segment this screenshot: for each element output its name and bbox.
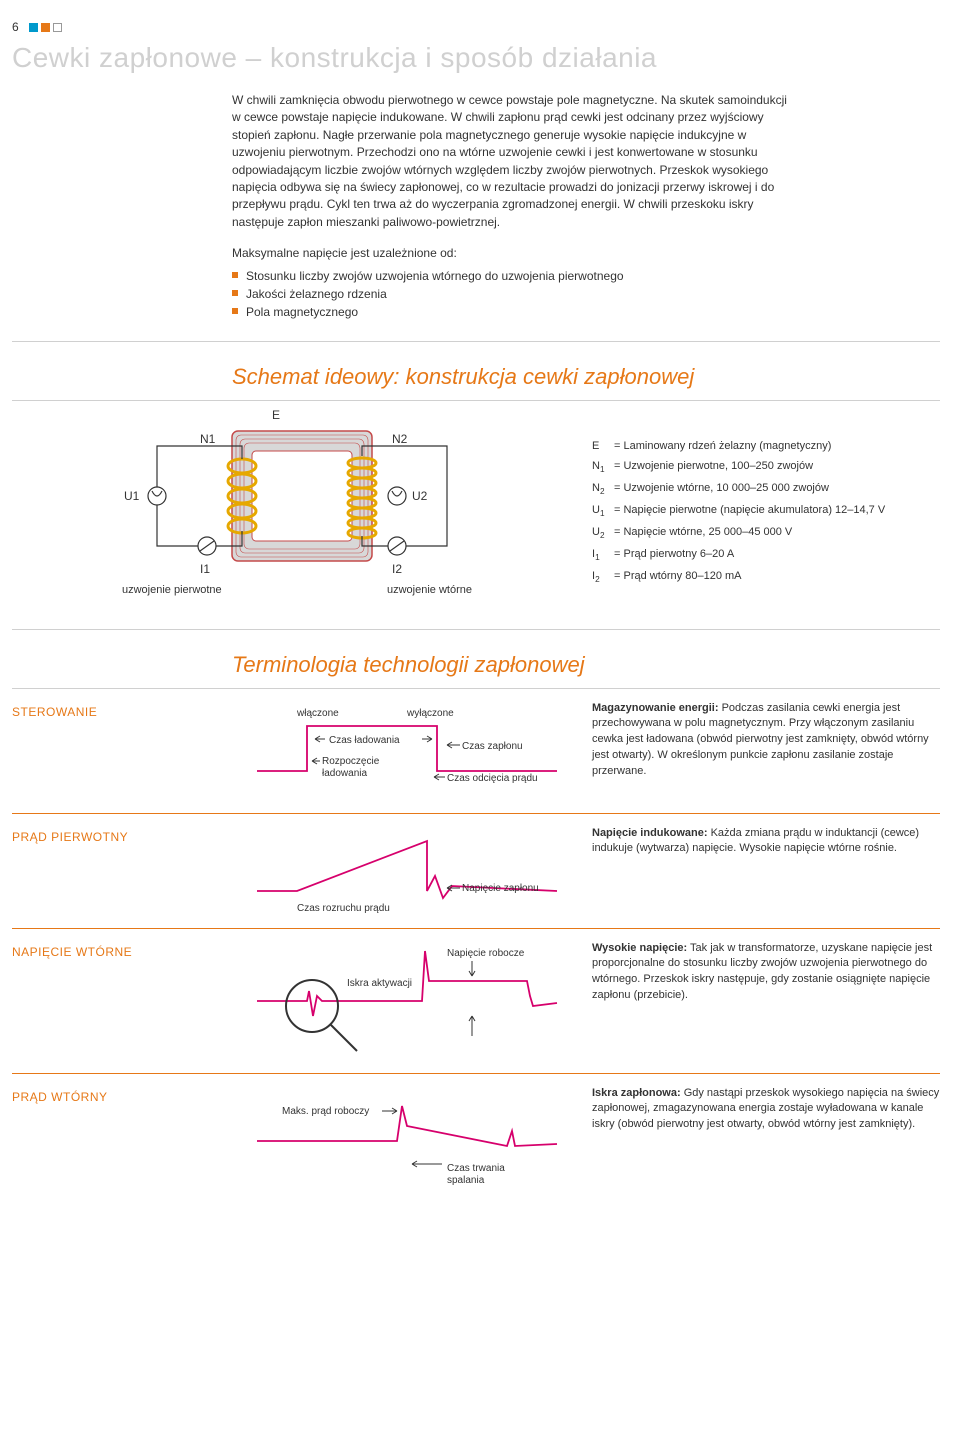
legend-key: U1 — [592, 500, 614, 522]
legend-text: = Prąd pierwotny 6–20 A — [614, 544, 734, 566]
term-row-control: STEROWANIE włączone wyłączone Czas ładow… — [12, 689, 940, 813]
term-label: NAPIĘCIE WTÓRNE — [12, 941, 232, 959]
legend-text: = Uzwojenie pierwotne, 100–250 zwojów — [614, 456, 813, 478]
intro-block: W chwili zamknięcia obwodu pierwotnego w… — [232, 92, 792, 321]
term-row-secondary-current: PRĄD WTÓRNY Maks. prąd roboczy Czas trwa… — [12, 1074, 940, 1198]
term-diagram-control: włączone wyłączone Czas ładowania Czas z… — [232, 701, 592, 801]
term-label: STEROWANIE — [12, 701, 232, 719]
label-U2: U2 — [412, 489, 428, 503]
term-description: Napięcie indukowane: Każda zmiana prądu … — [592, 826, 940, 858]
legend-key: I2 — [592, 566, 614, 588]
legend-text: = Uzwojenie wtórne, 10 000–25 000 zwojów — [614, 478, 829, 500]
list-intro: Maksymalne napięcie jest uzależnione od: — [232, 245, 792, 262]
bullet-item: Jakości żelaznego rdzenia — [232, 285, 792, 303]
legend-key: I1 — [592, 544, 614, 566]
desc-head: Wysokie napięcie: — [592, 942, 687, 954]
svg-text:spalania: spalania — [447, 1175, 485, 1186]
desc-head: Magazynowanie energii: — [592, 702, 719, 714]
svg-text:Napięcie zapłonu: Napięcie zapłonu — [462, 883, 539, 894]
bullet-item: Stosunku liczby zwojów uzwojenia wtórneg… — [232, 267, 792, 285]
schematic-row: E N1 N2 U1 U2 I1 I2 uzwojenie pierwotne … — [12, 401, 940, 611]
main-title: Cewki zapłonowe – konstrukcja i sposób d… — [12, 42, 940, 74]
svg-text:Napięcie robocze: Napięcie robocze — [447, 948, 525, 959]
term-label: PRĄD PIERWOTNY — [12, 826, 232, 844]
label-U1: U1 — [124, 489, 140, 503]
term-label: PRĄD WTÓRNY — [12, 1086, 232, 1104]
label-N2: N2 — [392, 432, 408, 446]
svg-text:Czas zapłonu: Czas zapłonu — [462, 741, 523, 752]
term-row-primary-current: PRĄD PIERWOTNY Czas rozruchu prądu Napię… — [12, 814, 940, 928]
label-E: E — [272, 408, 280, 422]
term-description: Iskra zapłonowa: Gdy nastąpi przeskok wy… — [592, 1086, 940, 1134]
desc-head: Napięcie indukowane: — [592, 827, 708, 839]
divider — [12, 341, 940, 342]
label-secondary: uzwojenie wtórne — [387, 584, 472, 596]
legend-key: U2 — [592, 522, 614, 544]
schematic-diagram: E N1 N2 U1 U2 I1 I2 uzwojenie pierwotne … — [12, 401, 592, 611]
intro-paragraph: W chwili zamknięcia obwodu pierwotnego w… — [232, 92, 792, 231]
label-primary: uzwojenie pierwotne — [122, 584, 222, 596]
divider — [12, 629, 940, 630]
page-number: 6 — [12, 20, 19, 34]
svg-text:Czas trwania: Czas trwania — [447, 1163, 505, 1174]
term-diagram-primary: Czas rozruchu prądu Napięcie zapłonu — [232, 826, 592, 916]
term-row-secondary-voltage: NAPIĘCIE WTÓRNE Iskra aktywacji Napięcie… — [12, 929, 940, 1073]
square-orange — [41, 23, 50, 32]
page-header: 6 — [12, 20, 940, 34]
svg-text:Czas ładowania: Czas ładowania — [329, 735, 400, 746]
svg-text:Czas odcięcia prądu: Czas odcięcia prądu — [447, 773, 538, 784]
svg-text:włączone: włączone — [296, 708, 339, 719]
legend-text: = Prąd wtórny 80–120 mA — [614, 566, 742, 588]
label-I2: I2 — [392, 562, 402, 576]
label-I1: I1 — [200, 562, 210, 576]
term-diagram-secondary-v: Iskra aktywacji Napięcie robocze — [232, 941, 592, 1061]
color-squares — [29, 23, 62, 32]
legend-text: = Napięcie wtórne, 25 000–45 000 V — [614, 522, 792, 544]
label-N1: N1 — [200, 432, 216, 446]
svg-text:Maks. prąd roboczy: Maks. prąd roboczy — [282, 1106, 369, 1117]
svg-text:Iskra aktywacji: Iskra aktywacji — [347, 978, 412, 989]
terminology-title: Terminologia technologii zapłonowej — [232, 652, 940, 678]
term-description: Magazynowanie energii: Podczas zasilania… — [592, 701, 940, 781]
schematic-legend: E= Laminowany rdzeń żelazny (magnetyczny… — [592, 436, 940, 588]
svg-text:Rozpoczęcie: Rozpoczęcie — [322, 756, 380, 767]
legend-text: = Laminowany rdzeń żelazny (magnetyczny) — [614, 436, 831, 457]
svg-text:Czas rozruchu prądu: Czas rozruchu prądu — [297, 903, 390, 914]
legend-text: = Napięcie pierwotne (napięcie akumulato… — [614, 500, 885, 522]
legend-key: N2 — [592, 478, 614, 500]
square-blue — [29, 23, 38, 32]
term-diagram-secondary-i: Maks. prąd roboczy Czas trwania spalania — [232, 1086, 592, 1186]
schematic-title: Schemat ideowy: konstrukcja cewki zapłon… — [232, 364, 940, 390]
term-description: Wysokie napięcie: Tak jak w transformato… — [592, 941, 940, 1005]
svg-text:ładowania: ładowania — [322, 768, 367, 779]
legend-key: N1 — [592, 456, 614, 478]
svg-text:wyłączone: wyłączone — [406, 708, 454, 719]
legend-key: E — [592, 436, 614, 457]
square-outline — [53, 23, 62, 32]
bullet-item: Pola magnetycznego — [232, 303, 792, 321]
bullet-list: Stosunku liczby zwojów uzwojenia wtórneg… — [232, 267, 792, 321]
desc-head: Iskra zapłonowa: — [592, 1087, 681, 1099]
